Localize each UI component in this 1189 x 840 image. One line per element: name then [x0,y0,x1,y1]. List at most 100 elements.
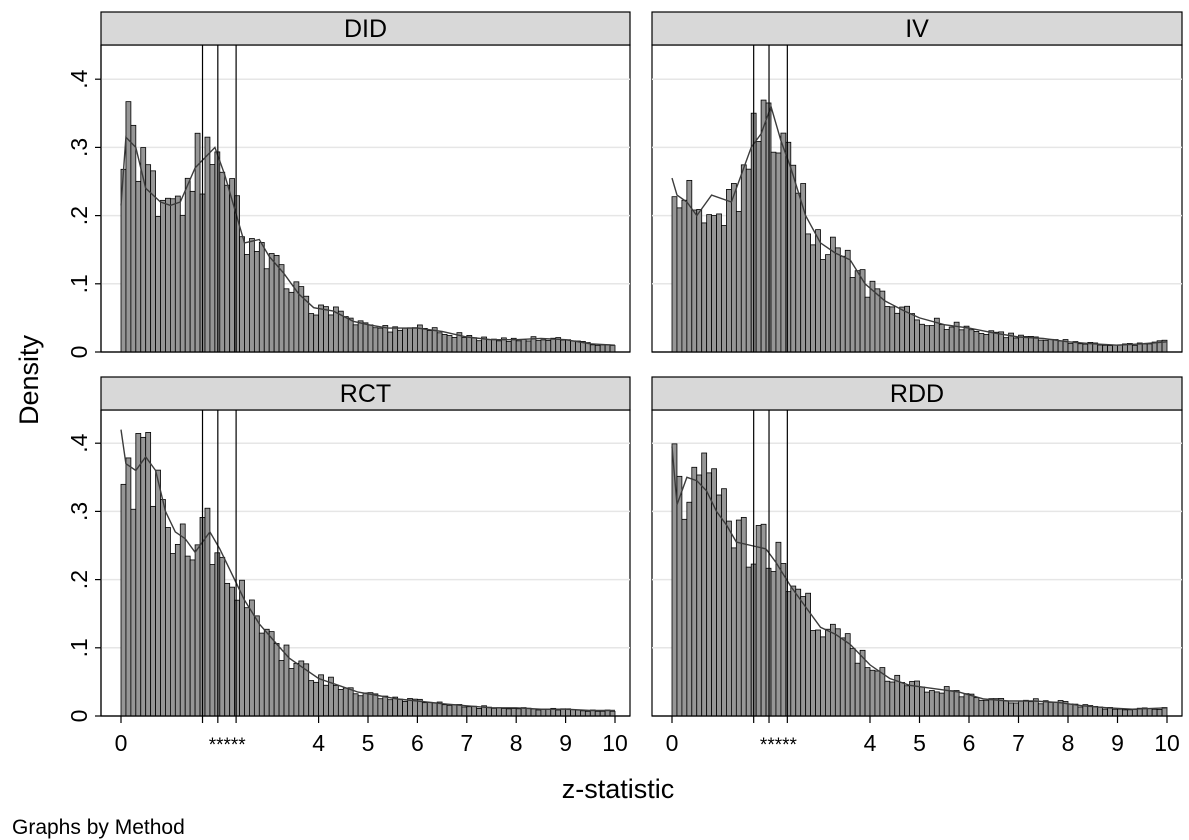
panel-title: DID [344,15,387,43]
histogram-bar [919,323,925,353]
histogram-bar [770,151,777,353]
histogram-bar [155,216,161,353]
histogram-bar [785,591,792,717]
histogram-bar [397,698,403,717]
histogram-bar [382,325,389,353]
histogram-bar [135,180,142,353]
histogram-bar [594,710,601,717]
histogram-bar [1003,337,1010,353]
histogram-bar [204,136,211,353]
histogram-bar [820,259,826,353]
histogram-bar [323,306,329,353]
histogram-bar [565,339,571,353]
y-tick-label: .1 [66,638,92,657]
histogram-bar [849,648,856,717]
histogram-bar [770,571,777,717]
histogram-bar [795,588,802,717]
histogram-bar [740,164,747,353]
histogram-bar [1112,344,1118,353]
histogram-bar [1151,708,1158,717]
histogram-bar [924,691,930,717]
histogram-bar [983,334,990,353]
histogram-bar [189,190,196,353]
histogram-bar [993,331,1000,353]
histogram-bar [609,710,616,717]
histogram-bar [1156,709,1163,717]
histogram-bar [258,632,265,717]
histogram-bar [1117,344,1123,353]
histogram-bar [706,472,713,717]
histogram-bar [1077,706,1084,717]
histogram-bar [884,306,891,353]
histogram-bar [253,615,260,717]
histogram-bar [288,668,295,717]
histogram-bar [273,643,280,717]
histogram-bar [740,516,747,717]
histogram-bar [849,277,856,353]
histogram-bar [780,563,787,717]
histogram-bar [676,207,683,353]
panels-layer: DID IV RCT RDD [100,11,1183,717]
histogram-bar [869,669,876,717]
histogram-bar [1127,709,1133,717]
histogram-bar [476,340,483,353]
histogram-bar [313,681,320,717]
histogram-bar [1067,343,1074,353]
histogram-bar [894,312,901,353]
histogram-bar [1028,336,1034,353]
histogram-bar [834,628,841,717]
x-tick-label: 9 [559,730,572,756]
histogram-bar [1141,343,1148,353]
histogram-bar [1102,708,1109,717]
panel-rct: RCT [100,376,631,717]
histogram-bar [234,599,240,717]
histogram-bar [978,333,985,353]
histogram-bar [691,209,698,353]
histogram-bar [451,704,458,717]
histogram-bar [1131,709,1138,717]
histogram-bar [686,501,693,717]
histogram-bar [943,329,950,353]
histogram-bar [874,288,881,353]
y-tick-label: .1 [66,274,92,293]
histogram-bar [441,704,448,717]
x-tick-label: 9 [1111,730,1124,756]
panel-title: RCT [340,380,391,408]
histogram-bar [125,457,132,717]
panel-title: RDD [890,380,944,408]
histogram-bar [584,710,591,717]
histogram-bar [1057,340,1064,353]
histogram-bar [938,692,945,717]
histogram-bar [609,345,616,353]
x-tick-label: 10 [1154,730,1180,756]
histogram-bar [219,171,226,353]
histogram-bar [929,690,935,717]
histogram-bar [367,324,374,353]
x-tick-label: 4 [864,730,877,756]
histogram-bar [1122,709,1128,717]
panel-strip [100,376,631,411]
histogram-bar [909,681,915,717]
histogram-bar [938,324,945,353]
x-tick-label: 0 [666,730,679,756]
histogram-bar [515,340,522,353]
x-tick-label: 5 [362,730,375,756]
histogram-bar [735,519,742,717]
histogram-bar [160,499,166,717]
histogram-bar [263,628,270,717]
histogram-bar [988,698,995,717]
histogram-bar [1092,705,1099,717]
histogram-bar [805,233,812,353]
histogram-bar [1023,336,1029,353]
histogram-bar [993,698,1000,717]
histogram-bar [1112,708,1118,717]
histogram-bar [169,553,176,717]
histogram-bar [446,704,453,717]
x-star-label: ***** [760,735,798,756]
y-tick-label: .3 [66,502,92,521]
histogram-bar [402,327,408,353]
histogram-bar [318,674,324,717]
histogram-bar [1028,701,1034,717]
histogram-bar [948,690,955,717]
histogram-bar [520,339,527,353]
